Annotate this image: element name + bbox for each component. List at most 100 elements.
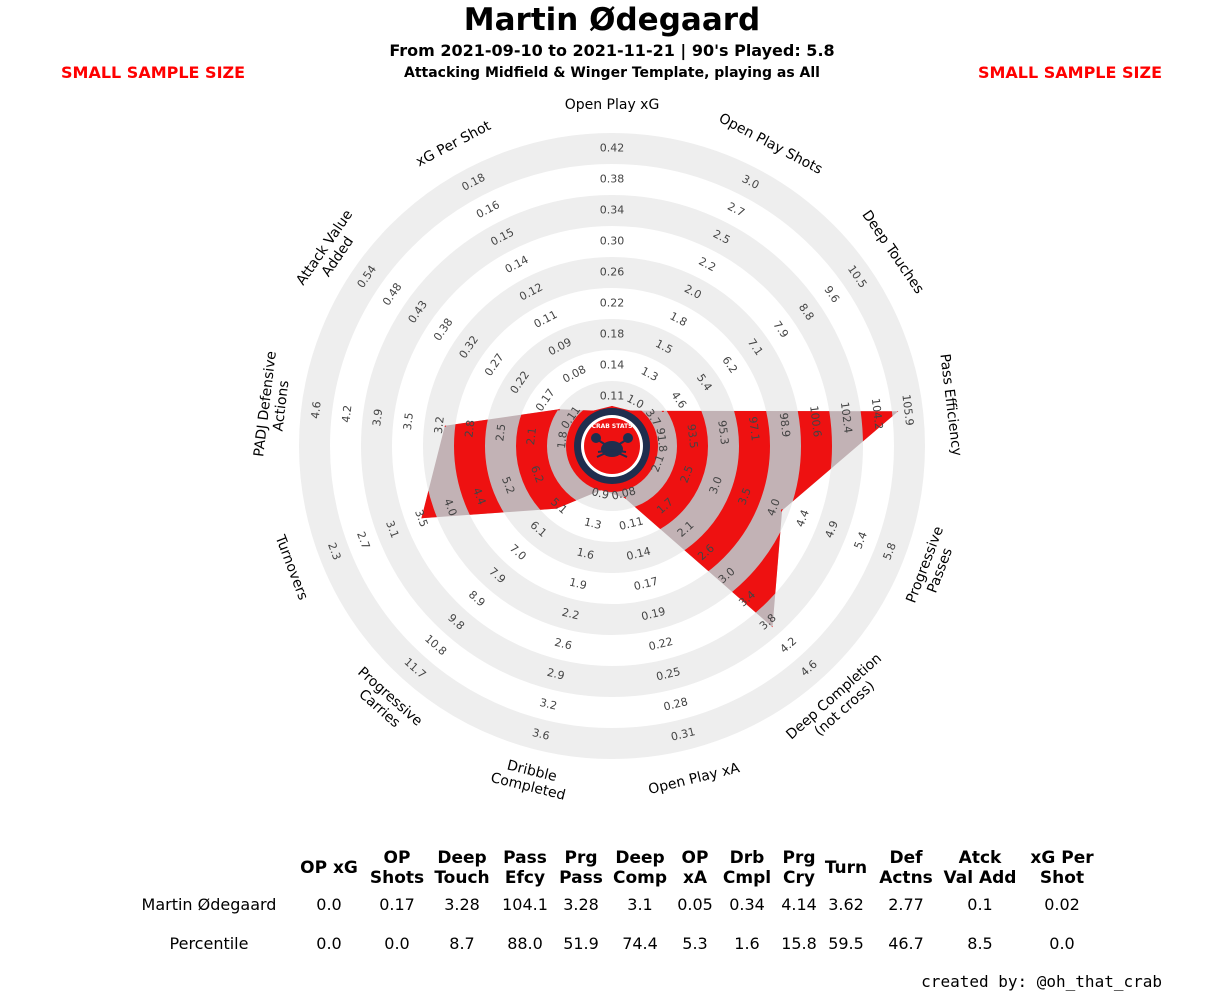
axis-label: Open Play xA: [647, 760, 742, 798]
table-row-label: Percentile: [169, 934, 249, 953]
tick-label: 91.8: [654, 427, 670, 453]
table-cell: 88.0: [507, 934, 543, 953]
tick-label: 0.48: [380, 281, 405, 309]
axis-label: PADJ DefensiveActions: [251, 350, 296, 459]
tick-label: 0.17: [633, 575, 660, 593]
tick-label: 0.27: [482, 351, 507, 379]
table-header: Atck Val Add: [943, 848, 1017, 888]
tick-label: 97.1: [746, 416, 762, 442]
logo-text: CRAB STATS: [592, 423, 633, 430]
tick-label: 1.3: [639, 364, 661, 384]
tick-label: 10.8: [422, 632, 449, 658]
tick-label: 95.3: [715, 420, 731, 446]
tick-label: 4.6: [668, 389, 689, 411]
tick-label: 0.34: [600, 204, 625, 217]
tick-label: 2.7: [354, 530, 372, 551]
tick-label: 0.25: [655, 665, 682, 683]
tick-label: 2.1: [524, 427, 539, 446]
tick-label: 5.4: [852, 530, 870, 551]
table-header: Prg Pass: [559, 848, 603, 888]
tick-label: 1.3: [583, 515, 603, 532]
table-cell: 2.77: [888, 895, 924, 914]
table-cell: 51.9: [563, 934, 599, 953]
tick-label: 3.0: [707, 475, 725, 496]
tick-label: 8.9: [466, 588, 488, 609]
tick-label: 5.8: [881, 541, 899, 562]
tick-label: 4.0: [765, 497, 783, 518]
tick-label: 3.9: [370, 408, 385, 427]
table-cell: 104.1: [502, 895, 548, 914]
table-header: Pass Efcy: [503, 848, 547, 888]
tick-label: 0.30: [600, 235, 625, 248]
tick-label: 6.2: [528, 464, 546, 485]
tick-label: 9.6: [821, 283, 842, 305]
template-subtitle: Attacking Midfield & Winger Template, pl…: [404, 65, 820, 81]
tick-label: 0.22: [600, 297, 625, 310]
tick-label: 3.5: [412, 508, 430, 529]
profile-band: [421, 406, 832, 628]
tick-label: 1.8: [668, 310, 690, 330]
table-cell: 15.8: [781, 934, 817, 953]
tick-label: 104.2: [869, 397, 886, 430]
tick-label: 2.2: [561, 606, 581, 623]
tick-label: 0.38: [431, 316, 456, 344]
table-cell: 4.14: [781, 895, 817, 914]
table-header: Turn: [824, 858, 868, 878]
tick-label: 1.8: [555, 430, 570, 449]
tick-label: 0.08: [610, 484, 637, 502]
tick-label: 2.7: [725, 200, 747, 220]
tick-label: 0.14: [625, 545, 652, 563]
table-header: OP xA: [681, 848, 709, 888]
table-cell: 0.34: [729, 895, 765, 914]
crab-icon: [591, 433, 633, 458]
table-cell: 74.4: [622, 934, 658, 953]
tick-label: 0.14: [600, 359, 625, 372]
tick-label: 0.22: [647, 635, 674, 653]
small-sample-warning-right: SMALL SAMPLE SIZE: [977, 63, 1162, 82]
tick-label: 0.19: [640, 605, 667, 623]
axis-label: Open Play xG: [565, 97, 660, 113]
table-cell: 0.0: [1049, 934, 1075, 953]
tick-label: 7.0: [507, 542, 529, 563]
tick-label: 3.2: [432, 416, 447, 435]
tick-label: 0.26: [600, 266, 625, 279]
crab-stats-logo: CRAB STATS: [574, 408, 650, 484]
table-cell: 8.7: [449, 934, 475, 953]
tick-label: 0.42: [600, 142, 625, 155]
tick-label: 4.4: [794, 508, 812, 529]
table-cell: 0.05: [677, 895, 713, 914]
table-cell: 0.0: [384, 934, 410, 953]
table-header: OP Shots: [369, 848, 425, 888]
table-header: xG Per Shot: [1030, 848, 1094, 888]
small-sample-warning-left: SMALL SAMPLE SIZE: [61, 63, 246, 82]
tick-label: 6.2: [719, 354, 740, 376]
axis-label: DribbleCompleted: [489, 754, 571, 803]
date-range-subtitle: From 2021-09-10 to 2021-11-21 | 90's Pla…: [389, 41, 835, 60]
tick-label: 100.6: [807, 405, 824, 438]
tick-label: 0.31: [670, 725, 697, 743]
table-header: OP xG: [300, 858, 358, 878]
tick-label: 4.4: [470, 486, 488, 507]
tick-label: 2.1: [649, 453, 667, 474]
table-cell: 46.7: [888, 934, 924, 953]
table-cell: 0.0: [316, 895, 342, 914]
table-cell: 0.1: [967, 895, 993, 914]
tick-label: 2.5: [678, 464, 696, 485]
table-cell: 0.02: [1044, 895, 1080, 914]
table-cell: 59.5: [828, 934, 864, 953]
tick-label: 1.6: [575, 545, 595, 562]
tick-label: 2.3: [325, 541, 343, 562]
table-cell: 0.17: [379, 895, 415, 914]
tick-label: 4.9: [823, 519, 841, 540]
tick-label: 2.2: [696, 255, 718, 275]
tick-label: 3.6: [531, 726, 551, 743]
tick-label: 4.2: [778, 634, 800, 655]
tick-label: 0.17: [533, 386, 558, 414]
table-cell: 3.62: [828, 895, 864, 914]
tick-label: 0.18: [600, 328, 625, 341]
table-header: Prg Cry: [782, 848, 816, 888]
credit-text: created by: @oh_that_crab: [921, 972, 1162, 991]
profile-vertex: [610, 406, 614, 408]
tick-label: 2.9: [546, 666, 566, 683]
tick-label: 5.2: [499, 475, 517, 496]
